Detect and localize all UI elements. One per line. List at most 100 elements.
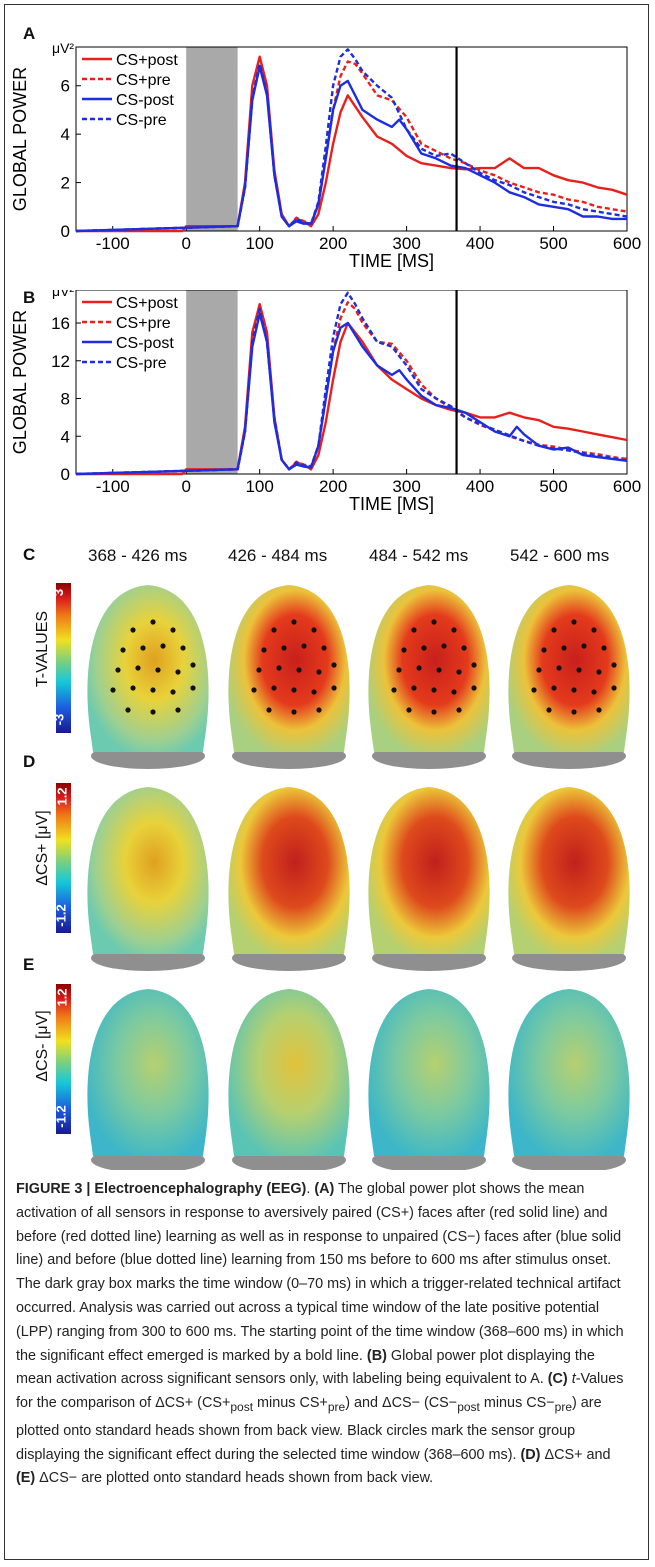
figure-frame — [4, 4, 649, 1560]
sensor-dot — [611, 662, 617, 668]
caption-figure-label: FIGURE 3 | Electroencephalography (EEG) — [16, 1181, 307, 1197]
sensor-dot — [175, 669, 181, 675]
legend-label: CS-pre — [116, 112, 167, 129]
caption-ref-e: (E) — [16, 1470, 36, 1487]
sensor-dot — [431, 709, 437, 715]
panel-b-letter: B — [23, 288, 36, 307]
sensor-dot — [150, 619, 156, 625]
sensor-dot — [271, 627, 277, 633]
sensor-dot — [301, 643, 307, 649]
y-unit: μV² — [52, 40, 74, 56]
sensor-dot — [130, 627, 136, 633]
head-topography — [87, 585, 209, 752]
series-line-CS+post — [76, 55, 628, 233]
caption-text-c6: ) are plotted onto standard heads shown … — [16, 1395, 602, 1463]
chart-a: -100 0 100 200 300 400 500 600 0 2 4 6 μV² GLOBAL POW… — [10, 40, 641, 271]
colorbar-e — [56, 984, 71, 1134]
time-window-1: 368 - 426 ms — [88, 546, 188, 565]
y-tick-label: 0 — [61, 222, 70, 241]
sensor-dot — [311, 689, 317, 695]
x-axis-label: TIME [MS] — [349, 251, 434, 271]
x-tick-label: 600 — [613, 477, 641, 496]
legend-label: CS+pre — [116, 315, 171, 332]
sensor-dot — [411, 627, 417, 633]
head-topography — [228, 787, 350, 954]
caption-text-a: The global power plot shows the mean act… — [16, 1181, 624, 1364]
sensor-dot — [266, 707, 272, 713]
y-tick-label: 4 — [61, 427, 70, 446]
chart-b: -100 0 100 200 300 400 500 600 0 4 8 12 16 μV² GLOBAL … — [10, 290, 641, 514]
sensor-dot — [421, 645, 427, 651]
sensor-dot — [461, 645, 467, 651]
sensor-dot — [411, 685, 417, 691]
legend-label: CS-post — [116, 335, 174, 352]
sensor-dot — [546, 707, 552, 713]
sensor-dot — [406, 707, 412, 713]
head-topography — [228, 989, 350, 1156]
legend-label: CS+post — [116, 295, 178, 312]
sensor-dot — [441, 643, 447, 649]
series-line-CS-pre — [75, 48, 628, 233]
head-topography — [508, 989, 630, 1156]
plot-frame — [75, 46, 628, 232]
head-topography — [87, 787, 209, 954]
sensor-dot — [331, 685, 337, 691]
x-tick-label: 500 — [539, 234, 567, 253]
caption-sub-pre: pre — [327, 1400, 346, 1415]
y-tick-label: 12 — [51, 352, 70, 371]
caption-text-c5: minus CS− — [479, 1395, 555, 1412]
caption-text-c4: ) and ΔCS− (CS− — [345, 1395, 458, 1412]
sensor-dot — [601, 645, 607, 651]
sensor-dot — [291, 709, 297, 715]
sensor-dot — [155, 667, 161, 673]
sensor-dot — [115, 667, 121, 673]
x-tick-label: 200 — [319, 234, 347, 253]
colorbar-d — [56, 783, 71, 933]
sensor-dot — [150, 687, 156, 693]
sensor-dot — [396, 667, 402, 673]
caption-text-c2: -Values for the comparison of ΔCS+ (CS+ — [16, 1371, 624, 1412]
artifact-window — [186, 290, 238, 474]
caption-text-e: ΔCS− are plotted onto standard heads sho… — [35, 1470, 434, 1487]
head-topography — [508, 585, 630, 752]
x-tick-label: 0 — [181, 477, 190, 496]
sensor-dot — [571, 619, 577, 625]
sensor-dot — [170, 689, 176, 695]
sensor-dot — [611, 685, 617, 691]
head-topography — [368, 585, 490, 752]
x-tick-label: 600 — [613, 234, 641, 253]
sensor-dot — [190, 685, 196, 691]
x-tick-label: -100 — [96, 477, 130, 496]
sensor-dot — [541, 647, 547, 653]
sensor-dot — [261, 647, 267, 653]
caption-sub-post: post — [230, 1400, 254, 1415]
legend-label: CS-pre — [116, 355, 167, 372]
sensor-dot — [591, 627, 597, 633]
sensor-dot — [296, 667, 302, 673]
legend-label: CS-post — [116, 92, 174, 109]
caption-text-b: Global power plot displaying the mean ac… — [16, 1347, 595, 1388]
caption-sub-pre2: pre — [554, 1400, 572, 1415]
sensor-dot — [471, 685, 477, 691]
sensor-dot — [125, 707, 131, 713]
sensor-dot — [130, 685, 136, 691]
sensor-dot — [536, 667, 542, 673]
series-line-CS+pre — [75, 60, 628, 233]
y-tick-label: 6 — [61, 77, 70, 96]
x-tick-label: 300 — [392, 234, 420, 253]
sensor-dot — [451, 627, 457, 633]
plot-frame — [75, 290, 628, 475]
x-tick-label: 0 — [181, 234, 190, 253]
sensor-dot — [120, 647, 126, 653]
x-tick-label: 400 — [466, 234, 494, 253]
sensor-dot — [150, 709, 156, 715]
sensor-dot — [571, 709, 577, 715]
x-tick-label: -100 — [96, 234, 130, 253]
sensor-dot — [180, 645, 186, 651]
sensor-dot — [190, 662, 196, 668]
panel-c-letter: C — [23, 545, 36, 564]
sensor-dot — [276, 665, 282, 671]
sensor-dot — [291, 687, 297, 693]
sensor-dot — [436, 667, 442, 673]
sensor-dot — [331, 662, 337, 668]
